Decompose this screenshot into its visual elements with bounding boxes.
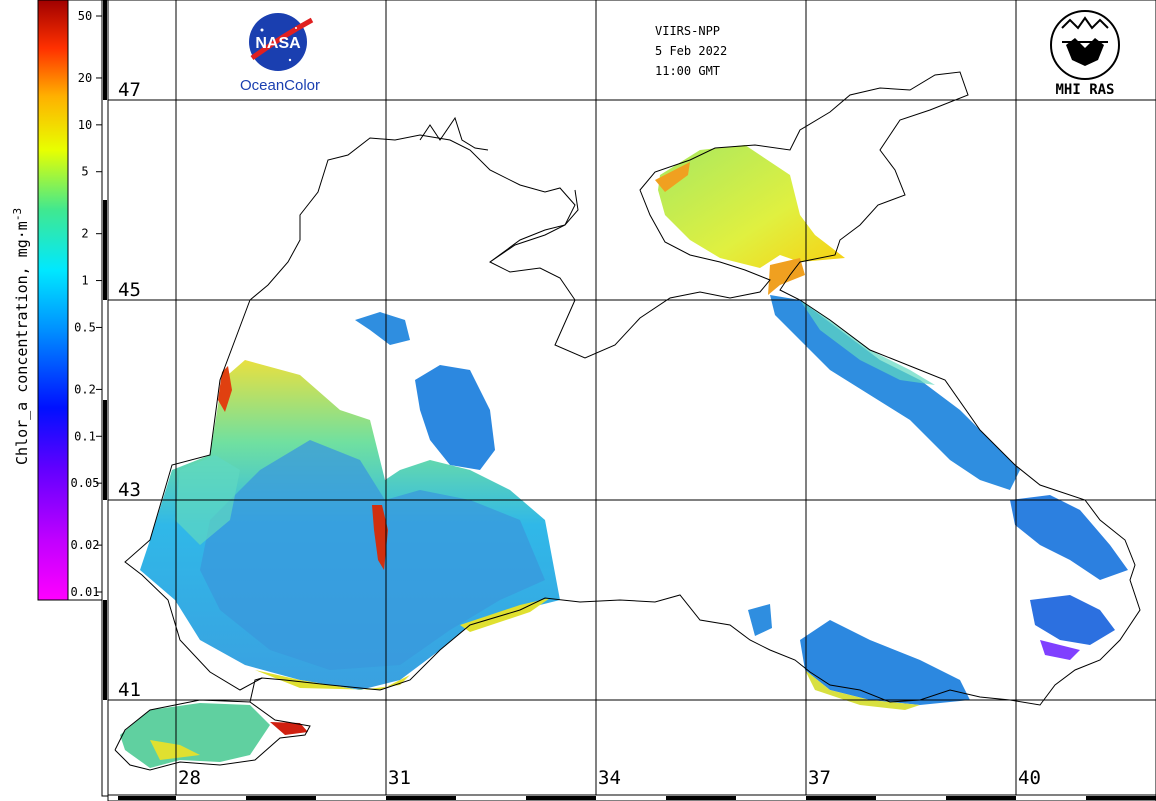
graticule <box>108 0 1156 796</box>
satellite-label: VIIRS-NPP <box>655 24 720 38</box>
colorbar-title: Chlor_a concentration, mg·m-3 <box>11 208 31 465</box>
date-label: 5 Feb 2022 <box>655 44 727 58</box>
left-scale-bar <box>101 0 109 797</box>
colorbar-tick-label: 0.5 <box>74 320 96 334</box>
colorbar-tick-label: 5 <box>81 165 88 179</box>
colorbar-tick-label: 0.05 <box>71 476 100 490</box>
nasa-wordmark: NASA <box>255 35 301 52</box>
mhi-label: MHI RAS <box>1055 82 1114 98</box>
time-label: 11:00 GMT <box>655 64 720 78</box>
lat-label-45: 45 <box>118 279 141 301</box>
nasa-logo: NASA OceanColor <box>240 13 320 94</box>
colorbar-tick-label: 0.2 <box>74 382 96 396</box>
longitude-labels: 28 31 34 37 40 <box>178 767 1041 789</box>
colorbar-tick-label: 0.02 <box>71 538 100 552</box>
colorbar-tick-label: 2 <box>81 227 88 241</box>
chlorophyll-data-layer <box>120 145 1128 768</box>
colorbar: 50 20 10 5 2 1 0.5 0.2 0.1 0.05 0.02 0.01 Chlor_a c… <box>11 0 103 601</box>
colorbar-tick-label: 10 <box>78 118 92 132</box>
colorbar-tick-label: 50 <box>78 9 92 23</box>
mhi-logo: MHI RAS <box>1050 10 1120 98</box>
latitude-labels: 47 45 43 41 <box>118 79 141 701</box>
colorbar-tick-label: 20 <box>78 71 92 85</box>
lat-label-43: 43 <box>118 479 141 501</box>
lon-label-34: 34 <box>598 767 621 789</box>
colorbar-ticks: 50 20 10 5 2 1 0.5 0.2 0.1 0.05 0.02 0.01 <box>71 9 102 599</box>
lon-label-28: 28 <box>178 767 201 789</box>
lat-label-47: 47 <box>118 79 141 101</box>
colorbar-tick-label: 1 <box>81 274 88 288</box>
colorbar-tick-label: 0.1 <box>74 429 96 443</box>
lon-label-40: 40 <box>1018 767 1041 789</box>
lon-label-31: 31 <box>388 767 411 789</box>
header-text: VIIRS-NPP 5 Feb 2022 11:00 GMT <box>655 24 727 78</box>
oceancolor-label: OceanColor <box>240 77 320 94</box>
lat-label-41: 41 <box>118 679 141 701</box>
colorbar-gradient <box>37 0 69 601</box>
bottom-scale-bar <box>107 794 1156 801</box>
lon-label-37: 37 <box>808 767 831 789</box>
colorbar-tick-label: 0.01 <box>71 585 100 599</box>
